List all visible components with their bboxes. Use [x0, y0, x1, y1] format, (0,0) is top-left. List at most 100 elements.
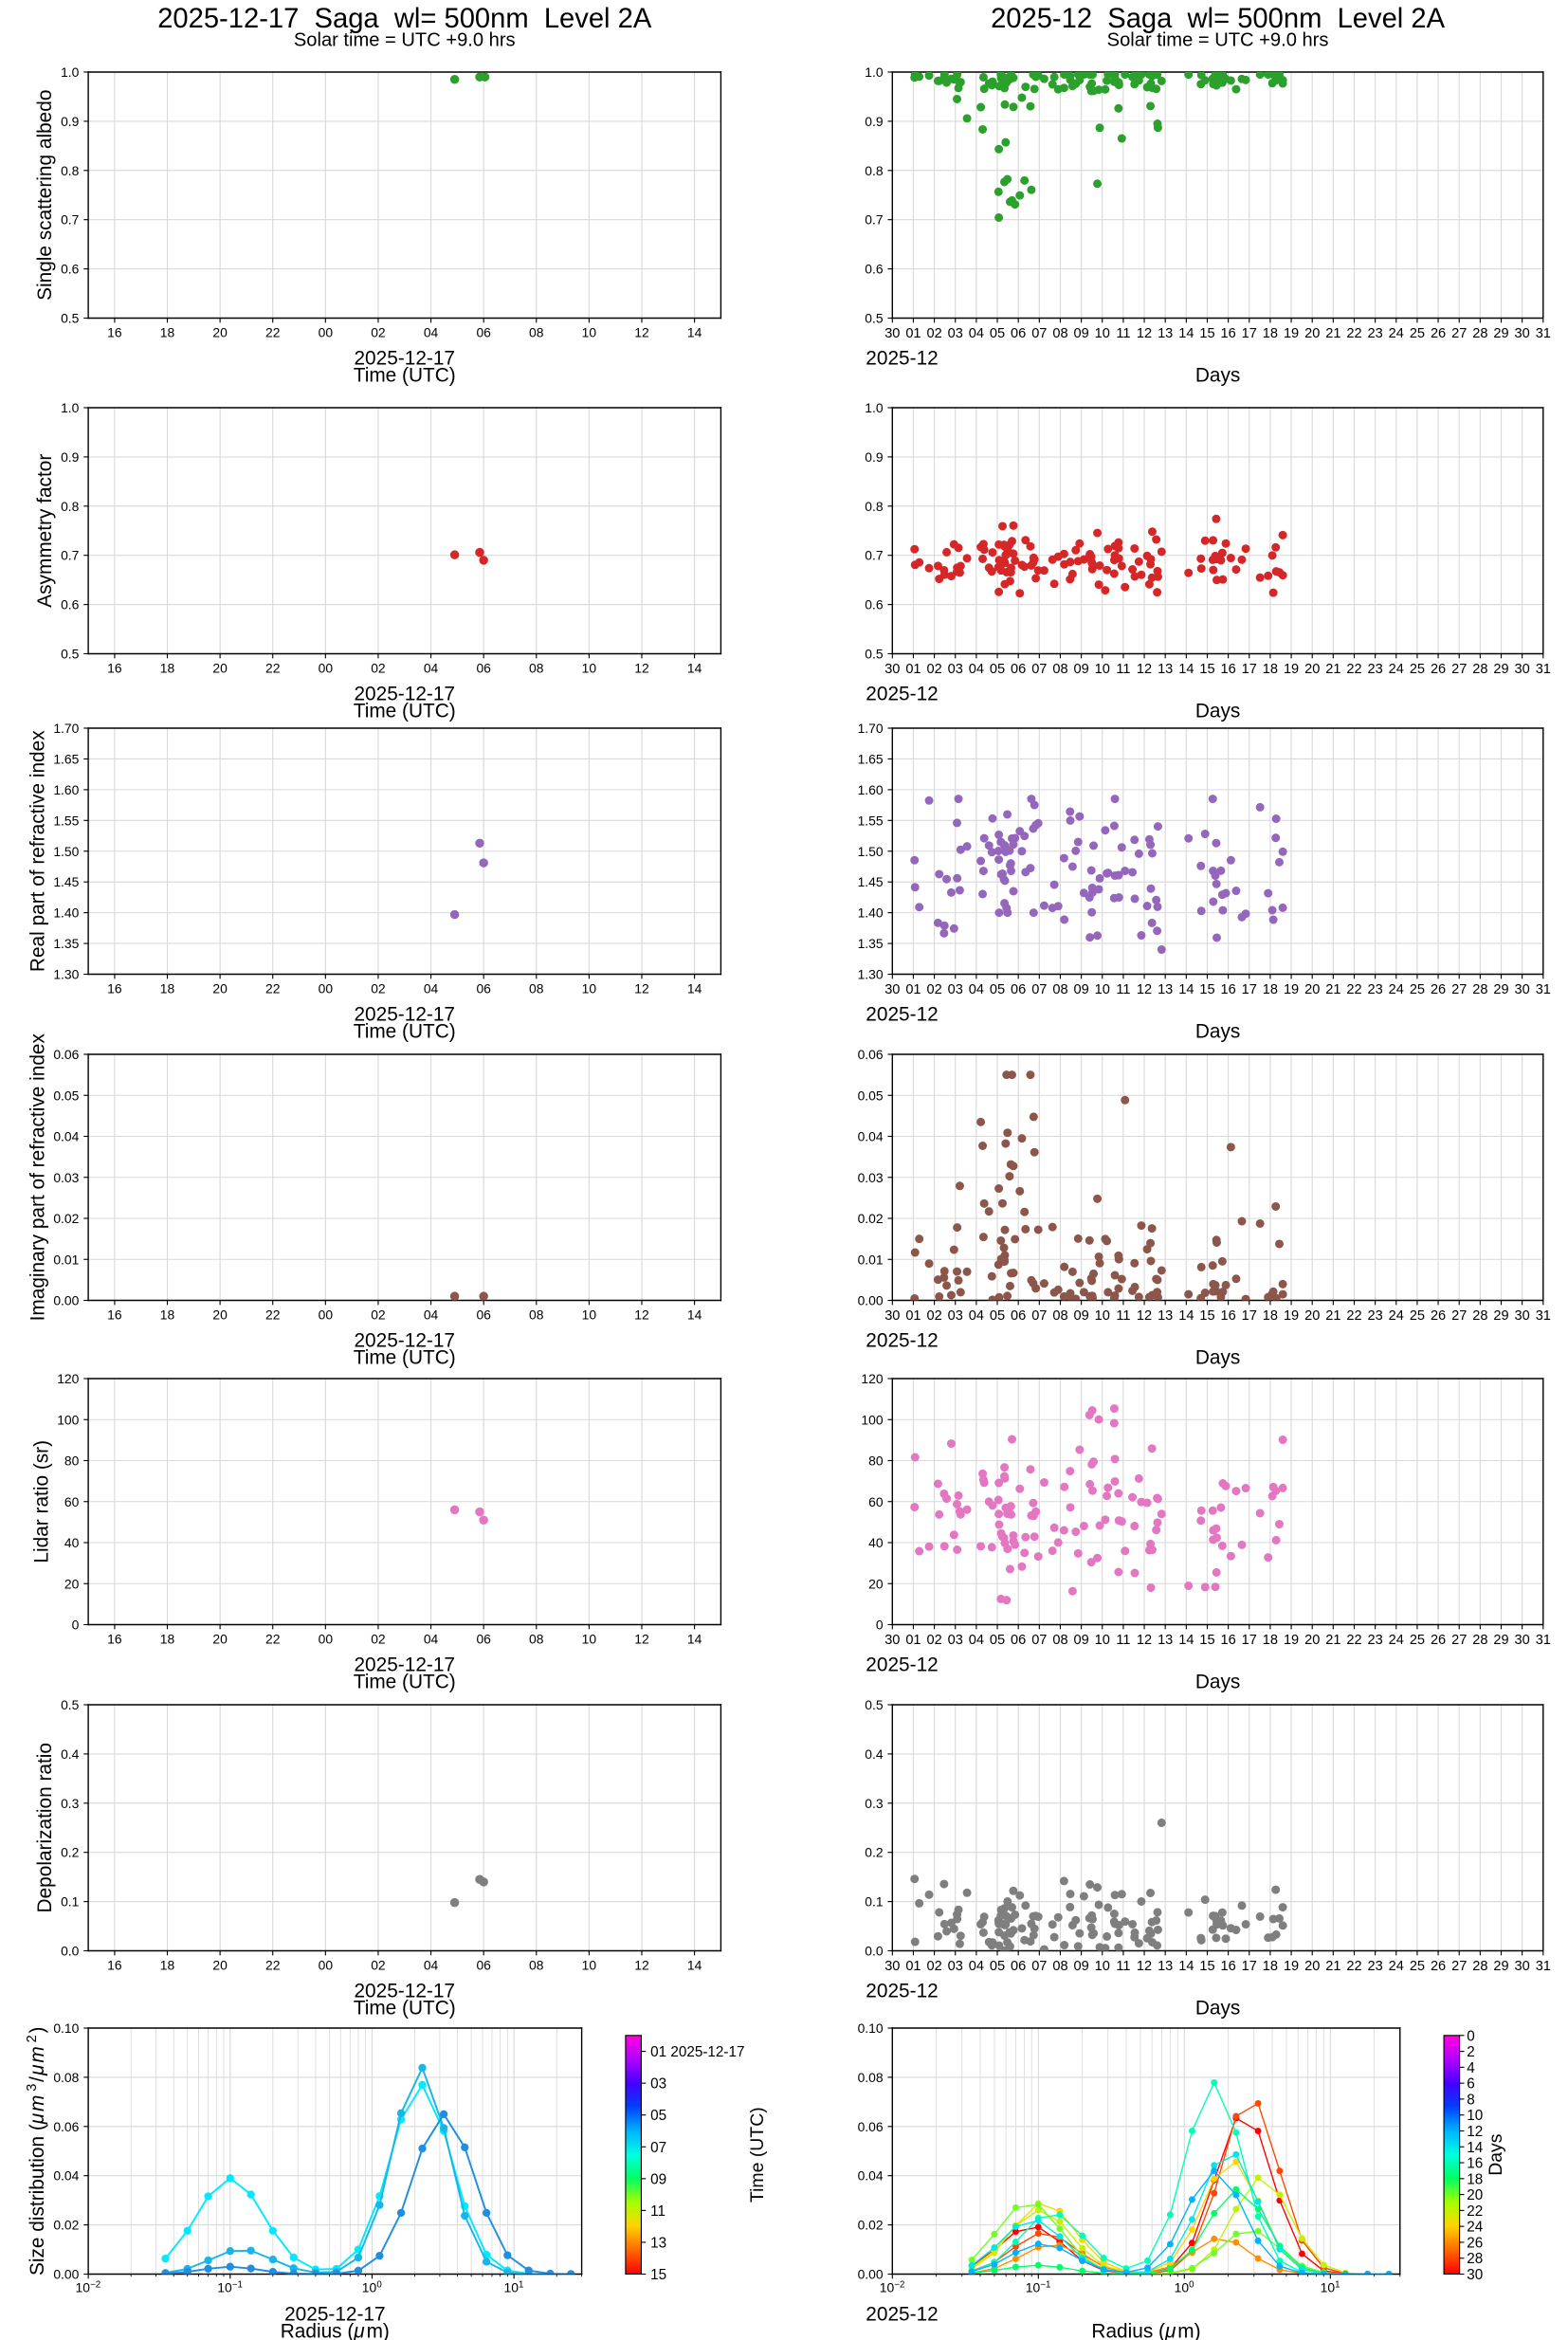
- svg-text:18: 18: [1263, 982, 1278, 997]
- svg-text:2025-12: 2025-12: [866, 1330, 938, 1352]
- svg-text:0.00: 0.00: [858, 1293, 884, 1308]
- svg-text:04: 04: [424, 660, 439, 675]
- svg-text:Time (UTC): Time (UTC): [354, 1347, 456, 1369]
- svg-text:06: 06: [476, 980, 491, 996]
- svg-text:40: 40: [64, 1535, 80, 1550]
- svg-text:04: 04: [424, 1631, 439, 1646]
- svg-text:26: 26: [1467, 2235, 1483, 2251]
- svg-text:01: 01: [905, 326, 921, 341]
- svg-text:18: 18: [160, 324, 175, 339]
- svg-text:06: 06: [476, 1307, 491, 1322]
- svg-text:02: 02: [926, 982, 941, 997]
- svg-text:08: 08: [1052, 662, 1067, 677]
- svg-text:18: 18: [1263, 1308, 1278, 1324]
- svg-text:0.08: 0.08: [53, 2070, 79, 2085]
- svg-text:0.10: 0.10: [53, 2020, 79, 2036]
- svg-text:2025-12: 2025-12: [866, 2304, 938, 2326]
- svg-text:10: 10: [1095, 1308, 1110, 1324]
- svg-text:2025-12 Saga wl= 500nm Leve: 2025-12 Saga wl= 500nm Level 2A: [991, 4, 1446, 34]
- svg-text:04: 04: [969, 1959, 984, 1974]
- svg-text:12: 12: [1137, 1633, 1152, 1648]
- svg-text:18: 18: [160, 1957, 175, 1972]
- svg-text:30: 30: [884, 662, 900, 677]
- svg-text:29: 29: [1493, 1959, 1508, 1974]
- svg-text:12: 12: [1137, 326, 1152, 341]
- svg-text:18: 18: [160, 1631, 175, 1646]
- svg-text:02: 02: [926, 1308, 941, 1324]
- svg-text:10: 10: [582, 1957, 597, 1972]
- svg-text:08: 08: [529, 1957, 544, 1972]
- svg-text:08: 08: [1052, 1308, 1067, 1324]
- svg-text:21: 21: [1325, 1633, 1340, 1648]
- svg-text:Time (UTC): Time (UTC): [354, 1998, 456, 2020]
- svg-text:31: 31: [1536, 326, 1551, 341]
- svg-text:0.7: 0.7: [61, 548, 80, 563]
- svg-text:10: 10: [582, 660, 597, 675]
- svg-text:09: 09: [1074, 1308, 1089, 1324]
- svg-text:17: 17: [1242, 662, 1257, 677]
- svg-text:20: 20: [212, 660, 228, 675]
- svg-text:16: 16: [107, 324, 122, 339]
- svg-text:08: 08: [1052, 1633, 1067, 1648]
- svg-text:0.6: 0.6: [865, 597, 884, 612]
- svg-text:27: 27: [1451, 662, 1467, 677]
- svg-text:1.45: 1.45: [53, 874, 79, 889]
- svg-text:8: 8: [1467, 2092, 1475, 2108]
- svg-text:07: 07: [1031, 1308, 1047, 1324]
- svg-text:04: 04: [969, 662, 984, 677]
- svg-text:22: 22: [1346, 982, 1361, 997]
- svg-text:120: 120: [861, 1371, 883, 1386]
- svg-text:23: 23: [1368, 1308, 1383, 1324]
- svg-text:Asymmetry factor: Asymmetry factor: [34, 454, 56, 608]
- svg-text:29: 29: [1493, 326, 1508, 341]
- svg-text:20: 20: [868, 1576, 884, 1591]
- svg-text:Time (UTC): Time (UTC): [354, 1672, 456, 1693]
- svg-text:27: 27: [1451, 1633, 1467, 1648]
- svg-text:30: 30: [884, 1308, 900, 1324]
- svg-text:21: 21: [1325, 326, 1340, 341]
- svg-text:15: 15: [650, 2267, 666, 2283]
- svg-text:30: 30: [1515, 1633, 1530, 1648]
- svg-text:01: 01: [905, 1633, 921, 1648]
- svg-text:20: 20: [212, 324, 228, 339]
- svg-text:13: 13: [1158, 1308, 1173, 1324]
- svg-text:00: 00: [319, 1307, 334, 1322]
- svg-text:01: 01: [905, 1959, 921, 1974]
- svg-text:12: 12: [1137, 982, 1152, 997]
- svg-text:01: 01: [905, 982, 921, 997]
- svg-text:19: 19: [1284, 1308, 1299, 1324]
- svg-text:14: 14: [1178, 326, 1194, 341]
- svg-text:14: 14: [1178, 1959, 1194, 1974]
- svg-text:Time (UTC): Time (UTC): [354, 701, 456, 722]
- svg-text:18: 18: [1263, 1633, 1278, 1648]
- svg-text:04: 04: [969, 1308, 984, 1324]
- svg-text:0.08: 0.08: [858, 2070, 884, 2085]
- svg-text:02: 02: [371, 324, 386, 339]
- svg-text:100: 100: [861, 1412, 883, 1427]
- svg-text:20: 20: [1304, 1633, 1320, 1648]
- svg-text:07: 07: [1031, 662, 1047, 677]
- svg-text:Days: Days: [1195, 1672, 1240, 1693]
- svg-text:40: 40: [868, 1535, 884, 1550]
- svg-text:14: 14: [1178, 1308, 1194, 1324]
- svg-text:02: 02: [926, 662, 941, 677]
- svg-text:0.04: 0.04: [53, 2168, 79, 2184]
- svg-text:15: 15: [1199, 982, 1214, 997]
- svg-text:16: 16: [107, 980, 122, 996]
- svg-text:0.02: 0.02: [858, 2218, 884, 2233]
- svg-text:21: 21: [1325, 982, 1340, 997]
- svg-text:03: 03: [948, 662, 963, 677]
- svg-text:R a d i: R a d i u s ( m ) μ: [281, 2319, 395, 2340]
- svg-text:04: 04: [969, 326, 984, 341]
- svg-text:08: 08: [529, 980, 544, 996]
- svg-text:06: 06: [1011, 1633, 1026, 1648]
- svg-text:14: 14: [687, 324, 702, 339]
- svg-text:12: 12: [634, 1957, 649, 1972]
- svg-text:0.03: 0.03: [53, 1170, 79, 1185]
- svg-text:0.02: 0.02: [53, 1211, 79, 1226]
- svg-text:06: 06: [1011, 662, 1026, 677]
- svg-text:12: 12: [1467, 2124, 1483, 2140]
- svg-text:07: 07: [1031, 982, 1047, 997]
- svg-text:04: 04: [969, 1633, 984, 1648]
- svg-text:2025-12: 2025-12: [866, 1004, 938, 1026]
